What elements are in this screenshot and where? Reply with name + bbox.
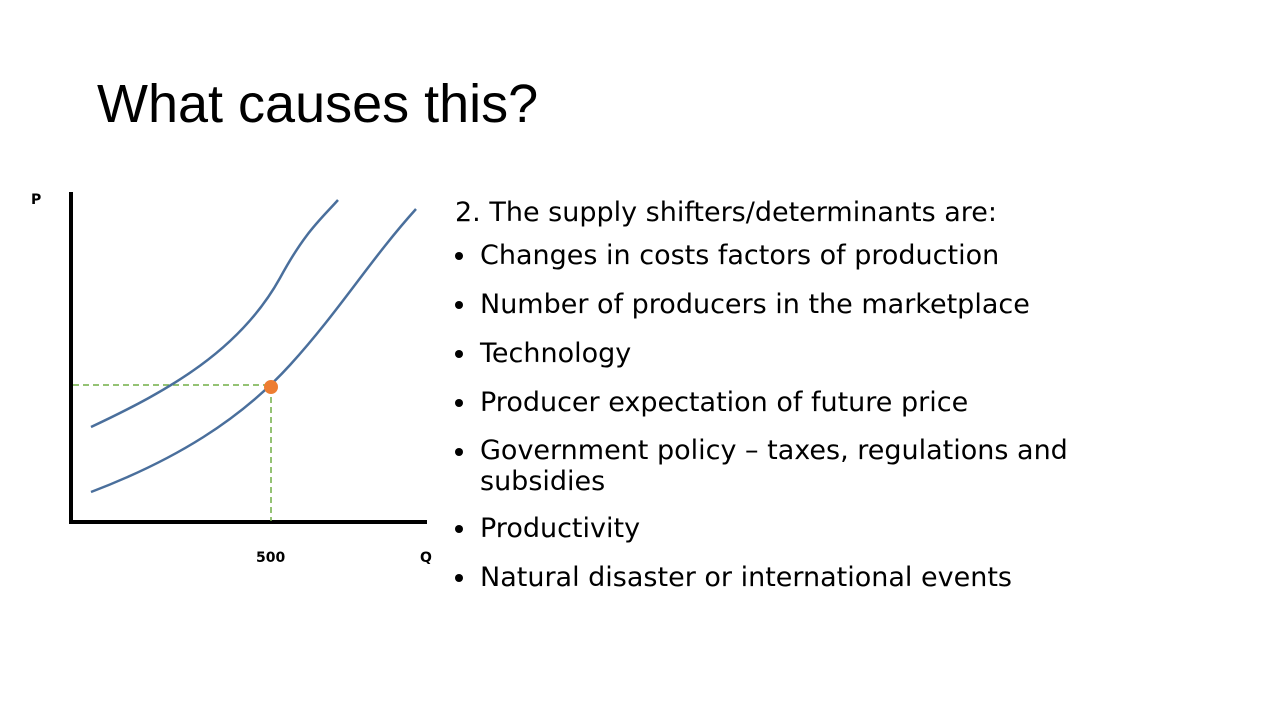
determinants-list: Changes in costs factors of production N…	[455, 239, 1245, 595]
list-item: Changes in costs factors of production	[455, 239, 1245, 273]
list-item-text: Government policy – taxes, regulations a…	[480, 435, 1068, 497]
x-tick-label: 500	[256, 550, 285, 566]
list-item: Number of producers in the marketplace	[455, 288, 1245, 322]
list-item: Producer expectation of future price	[455, 386, 1245, 420]
bullet-icon	[455, 525, 463, 533]
list-item: Government policy – taxes, regulations a…	[455, 435, 1245, 497]
y-axis-label: P	[31, 192, 41, 208]
slide-title: What causes this?	[97, 74, 539, 134]
supply-curve-shifted	[90, 208, 417, 494]
bullet-icon	[455, 574, 463, 582]
list-item-text: Number of producers in the marketplace	[480, 289, 1030, 320]
bullet-icon	[455, 448, 463, 456]
x-axis-label: Q	[420, 550, 432, 566]
bullet-icon	[455, 399, 463, 407]
bullet-icon	[455, 252, 463, 260]
list-item-text: Natural disaster or international events	[480, 562, 1012, 593]
list-item: Technology	[455, 337, 1245, 371]
intro-text: 2. The supply shifters/determinants are:	[455, 197, 997, 228]
list-item: Natural disaster or international events	[455, 561, 1245, 595]
bullet-icon	[455, 301, 463, 309]
equilibrium-point	[264, 380, 278, 394]
list-item-text: Technology	[480, 338, 632, 369]
list-item: Productivity	[455, 512, 1245, 546]
list-item-text: Productivity	[480, 513, 641, 544]
bullet-icon	[455, 350, 463, 358]
content-block: 2. The supply shifters/determinants are:…	[455, 196, 1245, 610]
list-item-text: Changes in costs factors of production	[480, 240, 1000, 271]
supply-curve-original	[90, 199, 339, 429]
list-item-text: Producer expectation of future price	[480, 387, 969, 418]
